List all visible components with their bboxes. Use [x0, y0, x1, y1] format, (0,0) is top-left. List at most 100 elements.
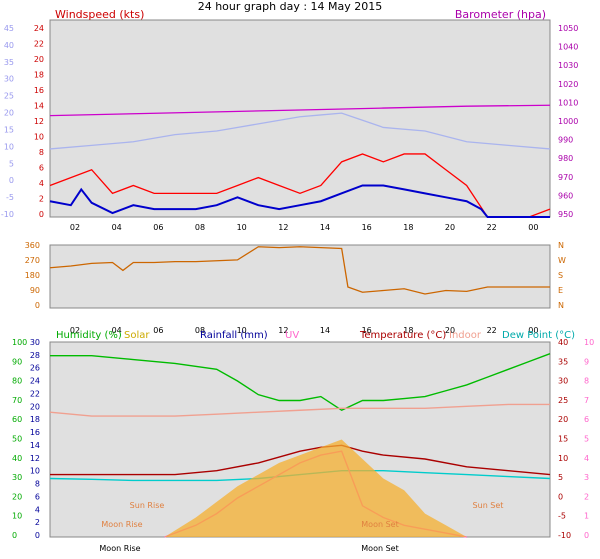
y-tick-outer: 10 — [4, 142, 14, 151]
direction-line — [49, 246, 550, 295]
y-tick-uv: 6 — [584, 415, 589, 424]
x-tick-label: 16 — [362, 326, 372, 335]
y-tick-humidity: 50 — [12, 435, 22, 444]
y-tick-outer: 0 — [9, 176, 14, 185]
y-tick-kts: 8 — [39, 148, 44, 157]
y-tick-uv: 4 — [584, 454, 589, 463]
y-tick-deg: 90 — [30, 286, 40, 295]
y-tick-kts: 18 — [34, 71, 44, 80]
y-tick-kts: 12 — [34, 117, 44, 126]
x-tick-label: 00 — [528, 326, 538, 335]
series-line — [49, 184, 550, 218]
y-tick-temp: 35 — [558, 357, 568, 366]
y-tick-humidity: 30 — [12, 473, 22, 482]
y-tick-kts: 2 — [39, 195, 44, 204]
y-tick-temp: 15 — [558, 435, 568, 444]
y-tick-outer: 15 — [4, 125, 14, 134]
y-tick-hpa: 1030 — [558, 61, 578, 70]
legend-item: UV — [285, 330, 299, 341]
y-tick-rain: 4 — [35, 505, 40, 514]
y-tick-outer: 45 — [4, 24, 14, 33]
y-tick-kts: 20 — [34, 55, 44, 64]
y-tick-outer: -5 — [6, 193, 14, 202]
y-tick-rain: 26 — [30, 364, 40, 373]
x-tick-label: 00 — [528, 223, 538, 232]
y-tick-rain: 12 — [30, 454, 40, 463]
x-tick-label: 04 — [112, 223, 122, 232]
series-line — [49, 153, 551, 218]
y-tick-rain: 28 — [30, 351, 40, 360]
y-tick-temp: 25 — [558, 396, 568, 405]
x-tick-label: 12 — [278, 326, 288, 335]
y-tick-compass: S — [558, 271, 563, 280]
y-tick-kts: 16 — [34, 86, 44, 95]
y-tick-humidity: 60 — [12, 415, 22, 424]
y-tick-uv: 0 — [584, 531, 589, 540]
y-tick-uv: 8 — [584, 377, 589, 386]
y-tick-kts: 4 — [39, 179, 44, 188]
y-tick-rain: 14 — [30, 441, 40, 450]
legend-item: Dew Point (°C) — [502, 330, 575, 341]
bottom-label: Moon Set — [361, 544, 398, 553]
y-tick-deg: 0 — [35, 301, 40, 310]
x-tick-label: 18 — [403, 326, 413, 335]
y-tick-compass: N — [558, 301, 564, 310]
y-tick-outer: 5 — [9, 159, 14, 168]
y-tick-uv: 3 — [584, 473, 589, 482]
y-tick-uv: 1 — [584, 512, 589, 521]
y-tick-hpa: 990 — [558, 136, 573, 145]
x-tick-label: 02 — [70, 326, 80, 335]
x-tick-label: 14 — [320, 326, 330, 335]
y-tick-outer: 20 — [4, 109, 14, 118]
y-tick-rain: 0 — [35, 531, 40, 540]
y-tick-hpa: 950 — [558, 210, 573, 219]
y-tick-kts: 6 — [39, 164, 44, 173]
y-tick-hpa: 1010 — [558, 98, 578, 107]
x-tick-label: 02 — [70, 223, 80, 232]
y-tick-temp: 0 — [558, 492, 563, 501]
y-tick-outer: 30 — [4, 75, 14, 84]
wind-axis-label: Windspeed (kts) — [55, 8, 144, 21]
x-tick-label: 20 — [445, 223, 455, 232]
x-tick-label: 22 — [487, 223, 497, 232]
y-tick-temp: 5 — [558, 473, 563, 482]
y-tick-humidity: 100 — [12, 338, 27, 347]
y-tick-humidity: 0 — [12, 531, 17, 540]
y-tick-temp: -5 — [558, 512, 566, 521]
y-tick-rain: 30 — [30, 338, 40, 347]
y-tick-rain: 18 — [30, 415, 40, 424]
legend-item: Indoor — [449, 330, 482, 341]
annotation: Sun Set — [473, 501, 504, 510]
y-tick-humidity: 90 — [12, 357, 22, 366]
series-line — [50, 353, 551, 412]
y-tick-rain: 20 — [30, 402, 40, 411]
y-tick-humidity: 70 — [12, 396, 22, 405]
y-tick-humidity: 40 — [12, 454, 22, 463]
y-tick-uv: 5 — [584, 435, 589, 444]
y-tick-hpa: 980 — [558, 154, 573, 163]
y-tick-kts: 14 — [34, 102, 44, 111]
annotation: Moon Set — [361, 520, 398, 529]
legend-item: Rainfall (mm) — [200, 330, 268, 341]
y-tick-hpa: 1050 — [558, 24, 578, 33]
y-tick-compass: E — [558, 286, 563, 295]
y-tick-deg: 180 — [25, 271, 40, 280]
y-tick-kts: 22 — [34, 40, 44, 49]
y-tick-temp: 30 — [558, 377, 568, 386]
x-tick-label: 18 — [403, 223, 413, 232]
y-tick-humidity: 80 — [12, 377, 22, 386]
y-tick-temp: 10 — [558, 454, 568, 463]
direction-panel-bg — [49, 244, 551, 309]
y-tick-rain: 16 — [30, 428, 40, 437]
y-tick-outer: -10 — [1, 210, 14, 219]
y-tick-humidity: 20 — [12, 492, 22, 501]
x-tick-label: 20 — [445, 326, 455, 335]
y-tick-outer: 35 — [4, 58, 14, 67]
x-tick-label: 22 — [487, 326, 497, 335]
x-tick-label: 14 — [320, 223, 330, 232]
y-tick-compass: W — [558, 256, 566, 265]
y-tick-compass: N — [558, 241, 564, 250]
x-tick-label: 06 — [153, 223, 163, 232]
